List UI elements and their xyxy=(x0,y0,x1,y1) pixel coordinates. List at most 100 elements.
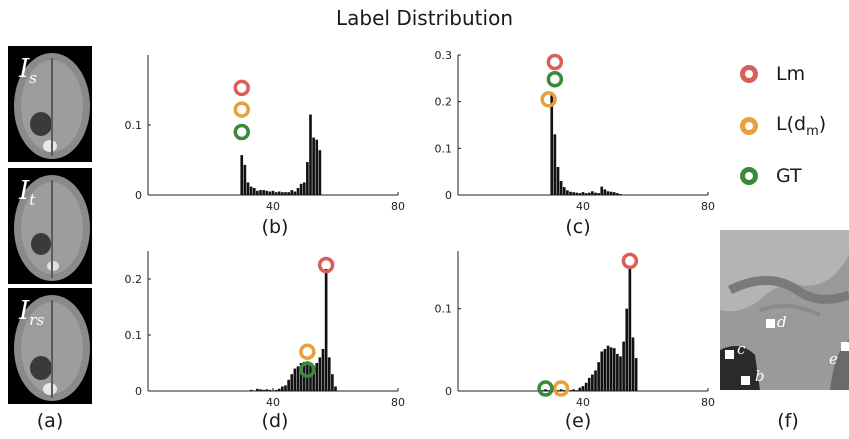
histogram-bar xyxy=(578,387,582,391)
histogram-bar xyxy=(566,190,569,195)
histogram-bar xyxy=(259,389,262,391)
histogram-bar xyxy=(584,193,588,195)
y-tick-label: 0.2 xyxy=(435,96,453,109)
histogram-bar xyxy=(559,181,563,195)
histogram-bar xyxy=(312,365,315,391)
histogram-bar xyxy=(612,348,616,391)
brain-label-irs: Irs xyxy=(19,296,45,330)
histogram-bar xyxy=(553,134,557,195)
histogram-bar xyxy=(249,389,253,391)
histogram-bar xyxy=(575,390,579,391)
histogram-bar xyxy=(265,389,269,391)
histogram-bar xyxy=(625,308,629,391)
histogram-bar xyxy=(296,188,300,195)
x-tick-label: 40 xyxy=(576,200,590,213)
y-tick-label: 0 xyxy=(135,189,142,202)
histogram-bar xyxy=(259,190,262,195)
marker-ring-lm xyxy=(546,53,564,71)
y-tick-label: 0.2 xyxy=(125,273,143,286)
marker-b xyxy=(741,376,750,385)
histogram-bar xyxy=(284,192,287,195)
marker-ring-ldm xyxy=(552,380,570,397)
histogram-bar xyxy=(581,192,585,195)
x-tick-label: 80 xyxy=(701,396,715,409)
caption-a: (a) xyxy=(36,410,64,432)
brain-scan-it: It xyxy=(8,168,92,284)
histogram-bar xyxy=(631,337,635,391)
histogram-bar xyxy=(277,388,281,391)
marker-ring-lm xyxy=(621,252,639,270)
histogram-bar xyxy=(544,389,547,391)
histogram-bar xyxy=(547,390,550,391)
marker-ring-gt xyxy=(233,123,250,141)
y-tick-label: 0.1 xyxy=(435,142,453,155)
marker-ring-ldm xyxy=(540,91,557,108)
histogram-bar xyxy=(591,191,594,195)
y-tick-label: 0.1 xyxy=(435,303,453,316)
zoomed-scan-image xyxy=(720,230,849,390)
histogram-bar xyxy=(600,351,604,391)
histogram-bar xyxy=(619,194,622,195)
histogram-bar xyxy=(315,363,319,391)
histogram-c: 40 80 0 0.1 0.2 0.3 xyxy=(400,40,720,225)
histogram-bar xyxy=(556,390,560,391)
histogram-bar xyxy=(274,192,278,195)
y-tick-label: 0 xyxy=(445,385,452,398)
histogram-bar xyxy=(271,390,275,391)
histogram-bar xyxy=(287,192,290,195)
histogram-bar xyxy=(249,186,253,195)
marker-label-e: e xyxy=(829,350,838,368)
x-tick-label: 40 xyxy=(576,396,590,409)
x-tick-label: 80 xyxy=(391,200,405,213)
histogram-bar xyxy=(569,191,572,195)
histogram-bar xyxy=(562,187,566,195)
marker-ring-gt xyxy=(299,361,316,378)
histogram-bar xyxy=(284,385,287,391)
histogram-bar xyxy=(587,192,591,195)
histogram-bar xyxy=(628,267,632,391)
marker-label-d: d xyxy=(777,313,787,331)
histogram-bar xyxy=(315,139,319,195)
histogram-bar xyxy=(603,349,607,391)
histogram-bar xyxy=(569,390,572,391)
histogram-bar xyxy=(572,389,575,391)
histogram-e: 40 80 0 0.1 xyxy=(400,236,720,421)
caption-e: (e) xyxy=(564,410,592,432)
histogram-bar xyxy=(309,114,312,195)
histogram-bar xyxy=(616,193,619,195)
histogram-bar xyxy=(334,386,337,391)
histogram-bar xyxy=(256,388,259,391)
histogram-bar xyxy=(256,190,259,195)
marker-ring-gt xyxy=(546,71,564,88)
histogram-bar xyxy=(616,353,619,391)
brain-image-is xyxy=(14,53,90,159)
histogram-d: 40 80 0 0.1 0.2 xyxy=(90,236,410,421)
y-tick-label: 0 xyxy=(135,385,142,398)
histogram-bar xyxy=(252,390,256,391)
x-tick-label: 40 xyxy=(266,200,280,213)
histogram-bar xyxy=(331,374,334,391)
histogram-bar xyxy=(581,386,585,391)
histogram-bar xyxy=(268,191,272,195)
legend-label-gt: GT xyxy=(776,165,802,187)
histogram-bar xyxy=(603,189,607,195)
legend-label-lm: Lm xyxy=(776,63,806,85)
histogram-bar xyxy=(572,192,575,195)
histogram-bar xyxy=(299,183,303,195)
brain-label-it: It xyxy=(19,176,36,210)
caption-c: (c) xyxy=(565,216,591,238)
legend-ring-lm-icon xyxy=(740,65,758,83)
histogram-bar xyxy=(281,386,284,391)
y-tick-label: 0 xyxy=(445,189,452,202)
histogram-bar xyxy=(622,341,625,391)
histogram-b: 40 80 0 0.1 xyxy=(90,40,410,225)
brain-image-it xyxy=(14,175,90,281)
histogram-bar xyxy=(246,182,250,195)
histogram-bar xyxy=(290,374,294,391)
histogram-bar xyxy=(584,382,588,391)
brain-scan-is: Is xyxy=(8,46,92,162)
legend-item-ldm: L(dm) xyxy=(740,110,826,142)
histogram-bar xyxy=(302,182,306,195)
histogram-b-svg: 40 80 0 0.1 xyxy=(125,55,405,213)
caption-b: (b) xyxy=(261,216,289,238)
